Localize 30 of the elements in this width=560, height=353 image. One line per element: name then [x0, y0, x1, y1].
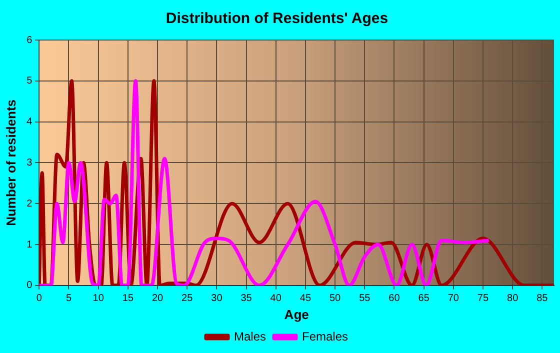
y-tick-label: 4 [26, 116, 33, 128]
y-tick-label: 2 [26, 198, 33, 210]
y-tick-label: 1 [26, 239, 33, 250]
x-tick-label: 40 [270, 293, 282, 304]
x-tick-label: 20 [152, 293, 164, 304]
x-tick-label: 45 [300, 293, 312, 304]
legend-label: Females [302, 329, 348, 344]
x-tick-label: 60 [388, 293, 400, 304]
x-tick-label: 55 [359, 293, 371, 304]
chart-title: Distribution of Residents' Ages [166, 10, 388, 28]
y-tick-label: 6 [26, 34, 33, 46]
x-tick-label: 10 [92, 293, 104, 304]
legend-label: Males [234, 329, 266, 344]
x-tick-label: 30 [211, 293, 223, 304]
y-tick-label: 5 [26, 76, 33, 87]
x-tick-label: 15 [122, 293, 134, 304]
x-tick-label: 75 [477, 293, 489, 304]
x-axis-title: Age [284, 306, 309, 322]
y-tick-label: 3 [26, 157, 33, 168]
x-tick-label: 85 [536, 293, 548, 304]
x-tick-label: 70 [448, 293, 460, 304]
y-tick-label: 0 [26, 280, 33, 292]
x-tick-label: 0 [36, 293, 42, 304]
x-tick-label: 80 [507, 293, 519, 304]
x-tick-label: 35 [240, 293, 252, 304]
y-axis-title: Number of residents [3, 99, 18, 226]
x-tick-label: 50 [329, 293, 342, 304]
x-tick-label: 5 [66, 293, 72, 304]
x-tick-label: 65 [418, 293, 430, 304]
x-tick-label: 25 [182, 293, 194, 304]
